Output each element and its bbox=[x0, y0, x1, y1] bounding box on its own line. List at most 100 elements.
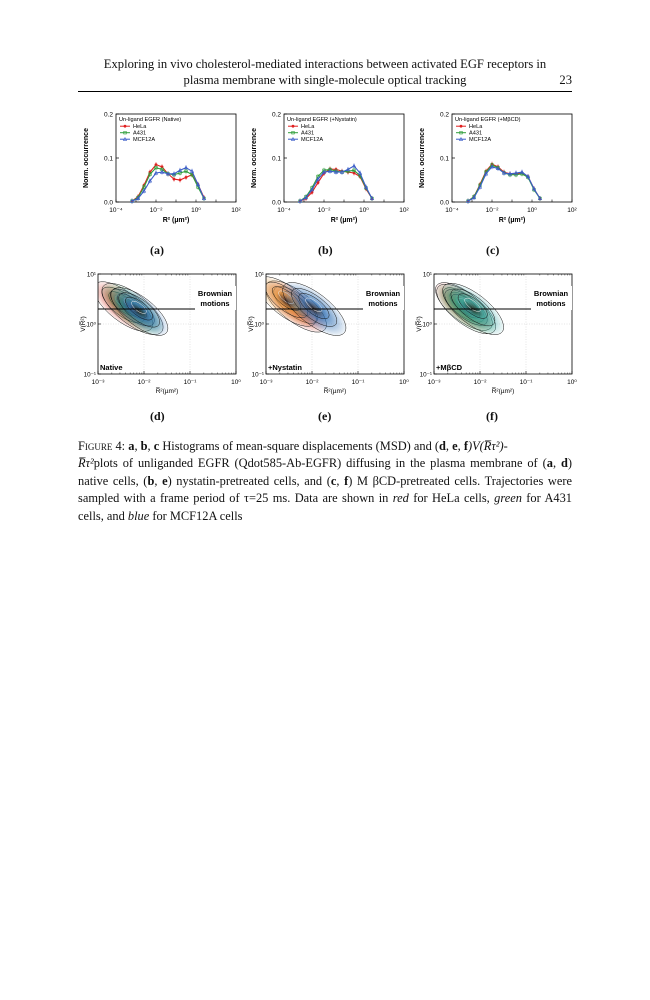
cap-sep: , bbox=[445, 439, 453, 453]
y-axis-label: V(R̅²) bbox=[415, 316, 423, 332]
panel-label-a: (a) bbox=[150, 243, 164, 257]
panel-label-b: (b) bbox=[318, 243, 333, 257]
data-point-hela bbox=[172, 177, 176, 181]
data-point-mcf12a bbox=[477, 184, 483, 189]
data-point-mcf12a bbox=[321, 169, 327, 174]
panel-label-f: (f) bbox=[486, 409, 498, 423]
x-tick-label: 10⁻² bbox=[486, 207, 500, 214]
y-tick-label: 0.1 bbox=[272, 156, 281, 163]
data-point-mcf12a bbox=[531, 186, 537, 191]
legend-marker bbox=[122, 136, 128, 141]
condition-label: +Nystatin bbox=[268, 363, 302, 372]
y-tick-label: 10⁻¹ bbox=[252, 372, 264, 379]
data-point-hela bbox=[184, 175, 188, 179]
header-rule bbox=[78, 91, 572, 92]
data-point-mcf12a bbox=[189, 168, 195, 173]
x-tick-label: 10⁻² bbox=[150, 207, 164, 214]
data-point-hela bbox=[316, 181, 320, 185]
y-axis-label: Norm. occurrence bbox=[251, 128, 258, 188]
x-tick-label: 10⁻² bbox=[318, 207, 332, 214]
density-contour bbox=[110, 287, 169, 336]
x-tick-label: 10⁰ bbox=[399, 379, 409, 386]
data-point-mcf12a bbox=[159, 169, 165, 174]
data-point-mcf12a bbox=[303, 195, 309, 200]
x-tick-label: 10⁻² bbox=[138, 379, 152, 386]
data-point-mcf12a bbox=[297, 198, 303, 203]
cap-text: for A431 cells, and bbox=[78, 491, 572, 523]
density-contour bbox=[291, 288, 338, 327]
y-axis-label: V(R̅²) bbox=[79, 316, 87, 332]
x-tick-label: 10² bbox=[567, 207, 577, 214]
condition-label: +MβCD bbox=[436, 363, 463, 372]
legend-marker bbox=[290, 136, 296, 141]
legend-marker bbox=[123, 124, 127, 128]
cap-text: Histograms of mean-square displacements … bbox=[159, 439, 440, 453]
legend-entry-a431: A431 bbox=[133, 131, 146, 137]
legend-entry-hela: HeLa bbox=[301, 124, 315, 130]
running-header: Exploring in vivo cholesterol-mediated i… bbox=[78, 56, 572, 88]
data-point-hela bbox=[352, 171, 356, 175]
density-contour bbox=[118, 292, 160, 328]
data-point-mcf12a bbox=[141, 188, 147, 193]
annotation-box bbox=[363, 286, 404, 310]
data-point-a431 bbox=[148, 172, 152, 176]
x-tick-label: 10⁻⁴ bbox=[277, 207, 291, 214]
legend-marker bbox=[459, 131, 463, 135]
y-tick-label: 0.0 bbox=[440, 200, 449, 207]
x-tick-label: 10⁻² bbox=[306, 379, 320, 386]
data-point-mcf12a bbox=[201, 196, 207, 200]
cap-ref-d: d bbox=[439, 439, 446, 453]
data-point-mcf12a bbox=[195, 182, 201, 186]
x-axis-label: R̅²(µm²) bbox=[492, 387, 515, 395]
x-axis-label: R̅²(µm²) bbox=[324, 387, 347, 395]
data-point-mcf12a bbox=[537, 196, 543, 200]
density-panel-f: 10⁻³ 10⁻² 10⁻¹ 10⁰ 10¹ 10⁰ 10⁻¹ R̅²(µm²) V(R̅²) B… bbox=[415, 272, 577, 396]
y-tick-label: 10⁻¹ bbox=[420, 372, 432, 379]
cap-color-blue: blue bbox=[127, 508, 150, 523]
x-tick-label: 10⁰ bbox=[231, 379, 241, 386]
x-tick-label: 10⁻⁴ bbox=[109, 207, 123, 214]
data-point-mcf12a bbox=[525, 174, 531, 178]
data-point-mcf12a bbox=[465, 198, 471, 203]
cap-color-green: green bbox=[494, 491, 522, 506]
data-point-mcf12a bbox=[147, 178, 153, 183]
y-axis-label: Norm. occurrence bbox=[83, 128, 90, 188]
brownian-annotation-line2: motions bbox=[536, 299, 565, 308]
cap-ref-c: c bbox=[330, 473, 337, 488]
density-blob-mcf12a bbox=[110, 287, 168, 336]
y-tick-label: 10⁻¹ bbox=[84, 372, 96, 379]
y-tick-label: 10⁰ bbox=[86, 322, 96, 329]
data-point-mcf12a bbox=[519, 169, 525, 174]
x-tick-label: 10⁻³ bbox=[92, 379, 106, 386]
data-point-mcf12a bbox=[129, 198, 135, 203]
y-tick-label: 0.2 bbox=[440, 112, 449, 119]
data-point-mcf12a bbox=[495, 166, 501, 171]
legend-title: Un-ligand EGFR (+MβCD) bbox=[455, 117, 521, 123]
legend-marker bbox=[459, 124, 463, 128]
annotation-box bbox=[195, 286, 236, 310]
cap-sep: , bbox=[336, 473, 345, 488]
data-point-mcf12a bbox=[369, 196, 375, 200]
legend-title: Un-ligand EGFR (Native) bbox=[119, 117, 181, 123]
cap-text: ) M βCD-pretreated cells. Trajectories w… bbox=[78, 473, 572, 506]
data-point-mcf12a bbox=[171, 171, 177, 176]
data-point-hela bbox=[160, 165, 164, 169]
cap-ref-b: b bbox=[140, 439, 148, 453]
data-point-mcf12a bbox=[339, 169, 345, 174]
panel-label-c: (c) bbox=[486, 243, 500, 257]
cap-ref-f: f bbox=[344, 473, 349, 488]
cap-ref-b: b bbox=[147, 473, 155, 488]
brownian-annotation-line1: Brownian bbox=[366, 289, 401, 298]
y-tick-label: 0.2 bbox=[272, 112, 281, 119]
data-point-hela bbox=[154, 163, 158, 166]
cap-sep: , bbox=[552, 456, 561, 471]
cap-sep: , bbox=[154, 473, 163, 488]
data-point-mcf12a bbox=[489, 164, 495, 169]
y-axis-label: V(R̅²) bbox=[247, 316, 255, 332]
x-axis-label: R̅²(µm²) bbox=[156, 387, 179, 395]
data-point-mcf12a bbox=[501, 170, 507, 175]
x-tick-label: 10⁰ bbox=[567, 379, 577, 386]
data-point-hela bbox=[178, 178, 182, 182]
cap-math: )V(R̅τ²)- bbox=[467, 439, 508, 453]
histogram-panel-b: 0.0 0.1 0.2 10⁻⁴ 10⁻² 10⁰ 10² R² (µm²) Norm. occ… bbox=[251, 112, 410, 225]
